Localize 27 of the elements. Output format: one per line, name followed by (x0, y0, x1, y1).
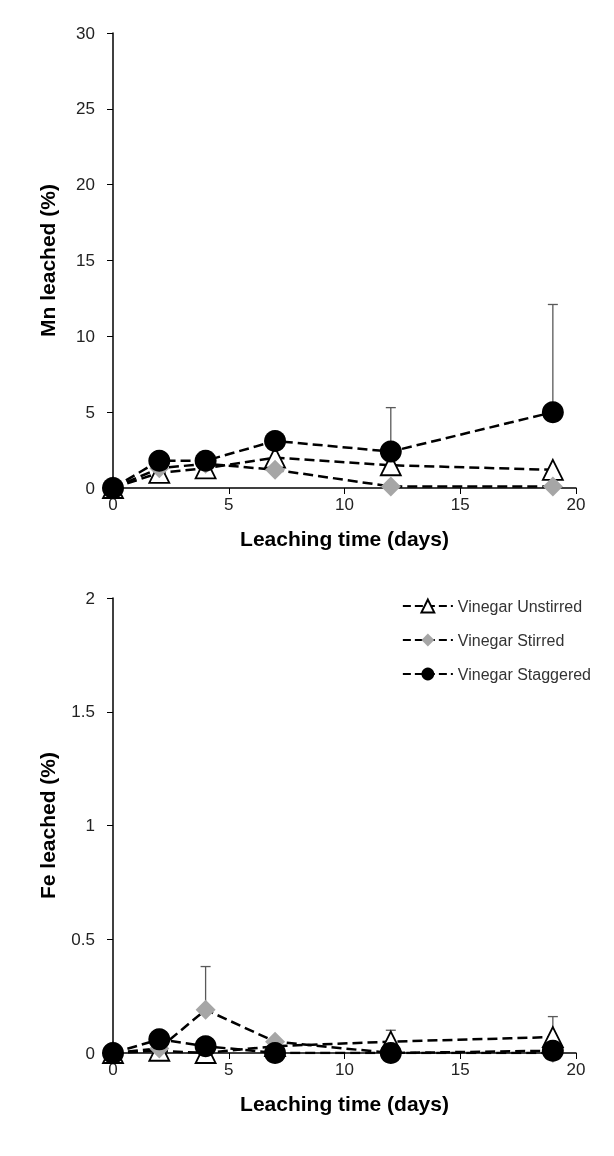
y-tick-label: 0 (85, 1043, 95, 1063)
x-tick-label: 15 (450, 1060, 470, 1079)
legend-label: Vinegar Staggered (457, 665, 591, 683)
x-tick-label: 10 (335, 1060, 354, 1079)
y-tick-label: 10 (76, 326, 95, 346)
y-tick-label: 0 (85, 478, 95, 498)
y-tick-label: 15 (76, 251, 95, 270)
legend-label: Vinegar Stirred (457, 631, 565, 649)
x-tick-label: 10 (335, 495, 354, 514)
y-tick-label: 1 (85, 816, 95, 835)
y-tick-label: 5 (85, 402, 95, 422)
y-tick-label: 30 (76, 23, 95, 43)
y-tick-label: 20 (76, 175, 95, 195)
x-tick-label: 5 (224, 495, 234, 514)
x-tick-label: 15 (450, 495, 470, 514)
legend-label: Vinegar Unstirred (457, 597, 583, 615)
y-tick-label: 1.5 (71, 702, 95, 722)
x-axis-title: Leaching time (days) (240, 527, 449, 550)
y-axis-title: Fe leached (%) (36, 751, 59, 900)
y-tick-label: 25 (76, 99, 95, 119)
y-axis-title: Mn leached (%) (36, 184, 59, 337)
x-axis-title: Leaching time (days) (240, 1092, 449, 1115)
y-tick-label: 0.5 (71, 929, 95, 949)
x-tick-label: 20 (566, 1060, 586, 1079)
y-tick-label: 2 (85, 588, 95, 608)
x-tick-label: 20 (566, 495, 586, 514)
x-tick-label: 5 (224, 1060, 234, 1079)
